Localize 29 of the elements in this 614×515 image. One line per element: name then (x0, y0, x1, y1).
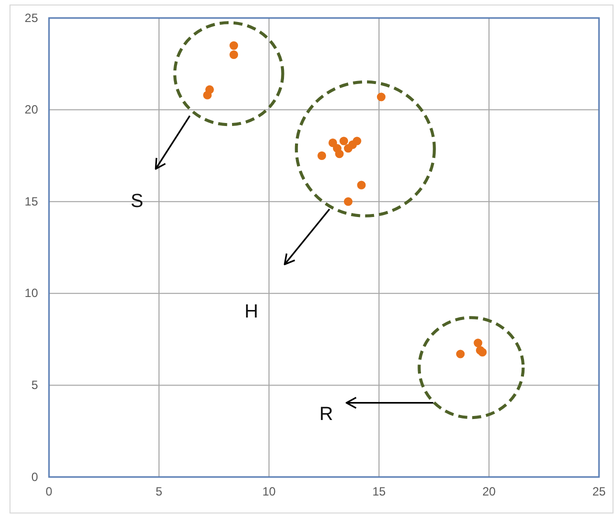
y-tick-label: 10 (24, 286, 38, 300)
point (230, 41, 238, 50)
point (340, 136, 348, 146)
x-tick-label: 15 (372, 484, 386, 499)
x-tick-label: 20 (482, 484, 496, 499)
point (328, 138, 338, 148)
y-tick-label: 20 (24, 102, 38, 117)
point (348, 140, 357, 149)
point (335, 150, 344, 158)
point (203, 90, 212, 100)
x-tick-label: 0 (46, 484, 53, 499)
x-tick-label: 5 (156, 484, 163, 499)
y-tick-label: 15 (24, 194, 38, 208)
x-tick-label: 25 (592, 484, 606, 499)
point (344, 197, 352, 206)
point (478, 348, 487, 356)
point (230, 50, 238, 60)
annotation: H (244, 301, 258, 322)
point (456, 350, 465, 358)
x-tick-label: 10 (262, 484, 276, 499)
point (376, 92, 386, 102)
point (357, 180, 366, 190)
point (474, 338, 482, 348)
annotation: R (319, 404, 334, 426)
annotation: S (130, 191, 144, 212)
point (318, 151, 326, 160)
y-tick-label: 0 (31, 470, 38, 484)
y-tick-label: 25 (24, 10, 38, 25)
y-tick-label: 5 (31, 378, 38, 392)
